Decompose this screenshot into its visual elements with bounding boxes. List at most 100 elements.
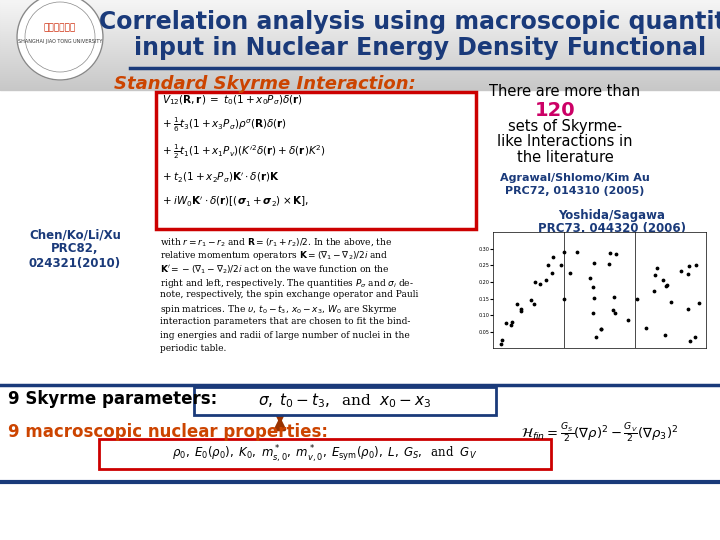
Point <box>505 320 516 329</box>
Bar <box>0 45 720 46</box>
Bar <box>0 86 720 87</box>
Text: Chen/Ko/Li/Xu: Chen/Ko/Li/Xu <box>29 228 121 241</box>
Bar <box>0 43 720 44</box>
Point <box>516 305 527 313</box>
Text: $+\;\frac{1}{2}t_1(1+x_1P_v)(K^{\prime 2}\delta(\mathbf{r})+\delta(\mathbf{r})K^: $+\;\frac{1}{2}t_1(1+x_1P_v)(K^{\prime 2… <box>162 143 325 161</box>
Text: like Interactions in: like Interactions in <box>498 134 633 150</box>
Bar <box>0 14 720 15</box>
Point <box>684 336 696 345</box>
Point <box>564 268 576 277</box>
Point <box>609 309 621 318</box>
Bar <box>0 89 720 90</box>
Bar <box>0 18 720 19</box>
Bar <box>0 4 720 5</box>
Bar <box>0 58 720 59</box>
Point <box>495 340 506 348</box>
Text: Agrawal/Shlomo/Kim Au: Agrawal/Shlomo/Kim Au <box>500 173 650 183</box>
Bar <box>0 6 720 7</box>
Point <box>603 259 615 268</box>
Bar <box>0 30 720 31</box>
Text: 上海交通大学: 上海交通大学 <box>44 24 76 32</box>
Text: 120: 120 <box>535 100 575 119</box>
Bar <box>0 21 720 22</box>
Point <box>547 253 559 261</box>
Point <box>622 315 634 324</box>
Point <box>595 325 607 333</box>
Bar <box>0 74 720 75</box>
Text: right and left, respectively. The quantities $P_\sigma$ and $\sigma_i$ de-: right and left, respectively. The quanti… <box>160 276 414 289</box>
Text: PRC73, 044320 (2006): PRC73, 044320 (2006) <box>538 222 686 235</box>
Bar <box>0 23 720 24</box>
FancyBboxPatch shape <box>99 439 551 469</box>
Bar <box>0 53 720 54</box>
Bar <box>0 39 720 40</box>
Bar <box>0 57 720 58</box>
Bar <box>0 42 720 43</box>
Bar <box>0 46 720 47</box>
Text: Standard Skyrme Interaction:: Standard Skyrme Interaction: <box>114 75 416 93</box>
Point <box>631 294 643 303</box>
Bar <box>0 55 720 56</box>
Bar <box>0 85 720 86</box>
Bar <box>0 22 720 23</box>
Point <box>571 248 582 256</box>
Bar <box>0 87 720 88</box>
Bar <box>0 63 720 64</box>
Point <box>608 306 619 314</box>
Point <box>500 318 511 327</box>
Bar <box>0 5 720 6</box>
FancyBboxPatch shape <box>194 387 496 415</box>
Bar <box>0 83 720 84</box>
Point <box>611 249 622 258</box>
Bar <box>0 69 720 70</box>
Bar <box>0 24 720 25</box>
Point <box>528 300 540 308</box>
Bar <box>0 11 720 12</box>
Bar <box>0 35 720 36</box>
Text: ing energies and radii of large number of nuclei in the: ing energies and radii of large number o… <box>160 330 410 340</box>
Bar <box>0 10 720 11</box>
Bar <box>0 72 720 73</box>
Point <box>649 271 661 279</box>
Bar <box>0 82 720 83</box>
Bar <box>0 38 720 39</box>
Point <box>648 287 660 296</box>
Point <box>640 323 652 332</box>
Text: $\rho_0,\;E_0(\rho_0),\;K_0,\;m^*_{s,0},\;m^*_{v,0},\;E_{\rm sym}(\rho_0),\;L,\;: $\rho_0,\;E_0(\rho_0),\;K_0,\;m^*_{s,0},… <box>172 443 477 465</box>
Point <box>512 300 523 308</box>
Text: note, respectively, the spin exchange operator and Pauli: note, respectively, the spin exchange op… <box>160 290 418 299</box>
Point <box>540 275 552 284</box>
Bar <box>0 70 720 71</box>
Bar <box>0 12 720 13</box>
Bar <box>0 78 720 79</box>
Point <box>683 304 694 313</box>
Bar <box>0 40 720 41</box>
Point <box>608 292 620 301</box>
Point <box>506 318 518 326</box>
Text: $\mathcal{H}_{fin}=\frac{G_S}{2}(\nabla\rho)^2-\frac{G_V}{2}(\nabla\rho_3)^2$: $\mathcal{H}_{fin}=\frac{G_S}{2}(\nabla\… <box>521 421 679 445</box>
Bar <box>0 67 720 68</box>
Point <box>559 248 570 256</box>
Bar <box>0 79 720 80</box>
Bar <box>0 34 720 35</box>
Point <box>542 261 554 269</box>
Bar <box>0 0 720 1</box>
Text: SHANGHAI JIAO TONG UNIVERSITY: SHANGHAI JIAO TONG UNIVERSITY <box>18 38 102 44</box>
Bar <box>0 37 720 38</box>
Point <box>590 333 602 341</box>
Bar <box>0 76 720 77</box>
Point <box>534 279 546 288</box>
Bar <box>0 20 720 21</box>
Bar <box>0 36 720 37</box>
Bar <box>0 48 720 49</box>
Bar <box>0 62 720 63</box>
Bar <box>0 25 720 26</box>
Bar <box>0 9 720 10</box>
Bar <box>0 17 720 18</box>
Point <box>605 248 616 257</box>
Text: PRC82,: PRC82, <box>51 242 99 255</box>
Text: $\mathbf{K}'=-(\nabla_1-\nabla_2)/2i$ act on the wave function on the: $\mathbf{K}'=-(\nabla_1-\nabla_2)/2i$ ac… <box>160 263 390 275</box>
Bar <box>0 32 720 33</box>
Text: sets of Skyrme-: sets of Skyrme- <box>508 118 622 133</box>
Point <box>660 331 671 340</box>
